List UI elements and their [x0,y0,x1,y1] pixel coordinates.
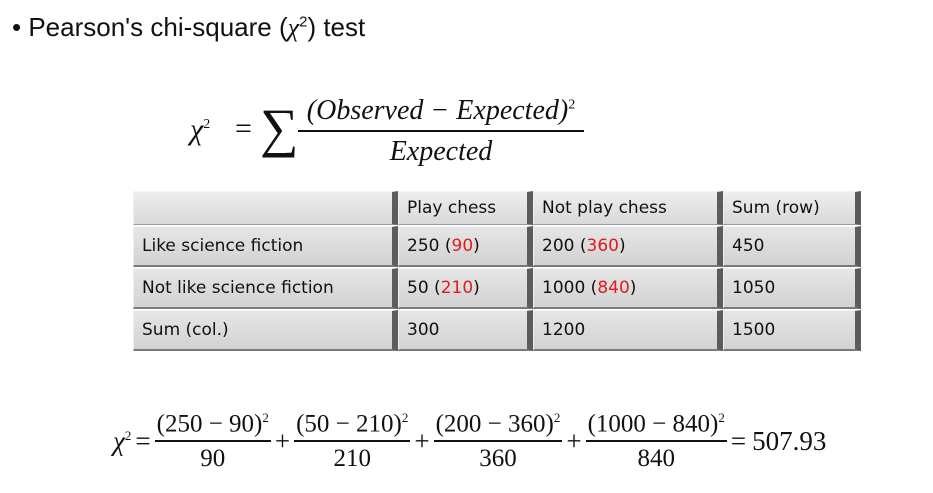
formula-chi-symbol: χ [190,113,204,146]
observed-value: 1000 [542,278,586,298]
calc-plus: + [566,425,582,456]
expected-value: 840 [597,278,630,298]
table-row: Like science fiction 250 (90) 200 (360) … [133,226,861,267]
term-numerator: (50 − 210)2 [294,410,410,438]
calc-plus: + [274,425,291,456]
calc-term: (250 − 90)2 90 [154,410,271,473]
formula-chi: χ2 [190,113,210,147]
term-power: 2 [401,410,409,425]
chi-square-result: 507.93 [752,425,827,456]
term-denominator: 840 [637,444,675,472]
table-row: Not like science fiction 50 (210) 1000 (… [133,268,861,309]
formula-numerator-power: 2 [568,97,576,113]
header-play-chess: Play chess [398,191,533,225]
term-numerator-text: (50 − 210) [296,410,402,438]
fraction-bar [585,440,727,442]
cell-observed-expected: 50 (210) [398,268,533,309]
result-equals: = [730,425,747,456]
fraction-bar [433,440,563,442]
calc-term: (1000 − 840)2 840 [585,410,727,473]
table-header-row: Play chess Not play chess Sum (row) [133,191,861,225]
term-power: 2 [718,410,725,425]
calc-plus: + [414,425,430,456]
heading-power: 2 [299,13,308,31]
formula-equals: = [235,112,252,145]
slide-heading: • Pearson's chi-square (χ2) test [12,12,365,43]
col-sum-value: 1200 [533,310,723,351]
row-label: Not like science fiction [133,268,398,309]
cell-observed-expected: 250 (90) [398,226,533,267]
expected-value: 210 [440,278,474,298]
fraction-bar [298,130,584,132]
calc-chi-power: 2 [124,427,132,443]
row-sum-value: 1050 [723,268,861,309]
row-label: Sum (col.) [133,310,398,351]
heading-text-start: Pearson's chi-square ( [28,12,288,42]
term-numerator-text: (250 − 90) [156,410,263,438]
bullet-mark: • [12,12,22,42]
sigma-symbol: ∑ [260,98,299,158]
expected-value: 90 [451,236,474,256]
term-numerator: (200 − 360)2 [434,410,563,438]
term-numerator: (1000 − 840)2 [586,410,727,438]
term-numerator: (250 − 90)2 [155,410,271,438]
formula-numerator-text: (Observed − Expected) [306,95,569,126]
calc-term: (50 − 210)2 210 [294,410,411,473]
formula-numerator: (Observed − Expected)2 [298,95,584,127]
term-denominator: 90 [200,444,226,472]
expected-value: 360 [586,236,619,256]
row-sum-value: 450 [723,226,861,267]
calc-chi-symbol: χ [113,425,125,456]
chi-square-calculation: χ2 = (250 − 90)2 90 + (50 − 210)2 210 + … [113,410,826,473]
header-corner-cell [133,191,398,225]
formula-fraction: (Observed − Expected)2 Expected [298,95,584,168]
header-sum-row: Sum (row) [723,191,861,225]
fraction-bar [154,440,271,442]
calc-equals: = [135,425,151,456]
term-power: 2 [262,410,269,425]
col-sum-value: 300 [398,310,533,351]
grand-total-value: 1500 [723,310,861,351]
table-row: Sum (col.) 300 1200 1500 [133,310,861,351]
formula-chi-power: 2 [203,117,211,132]
calc-chi: χ2 [113,426,131,457]
contingency-table: Play chess Not play chess Sum (row) Like… [133,191,861,352]
observed-value: 250 [407,236,440,256]
term-numerator-text: (200 − 360) [435,410,554,438]
term-denominator: 360 [479,444,517,472]
formula-denominator: Expected [389,135,493,167]
term-numerator-text: (1000 − 840) [587,410,719,438]
term-denominator: 210 [333,444,371,472]
calc-term: (200 − 360)2 360 [433,410,563,473]
heading-chi-symbol: χ [287,13,300,42]
cell-observed-expected: 1000 (840) [533,268,723,309]
term-power: 2 [553,410,561,425]
observed-value: 200 [542,236,575,256]
cell-observed-expected: 200 (360) [533,226,723,267]
fraction-bar [294,440,411,442]
heading-text-end: ) test [307,12,366,42]
row-label: Like science fiction [133,226,398,267]
header-not-play-chess: Not play chess [533,191,723,225]
observed-value: 50 [407,278,429,298]
